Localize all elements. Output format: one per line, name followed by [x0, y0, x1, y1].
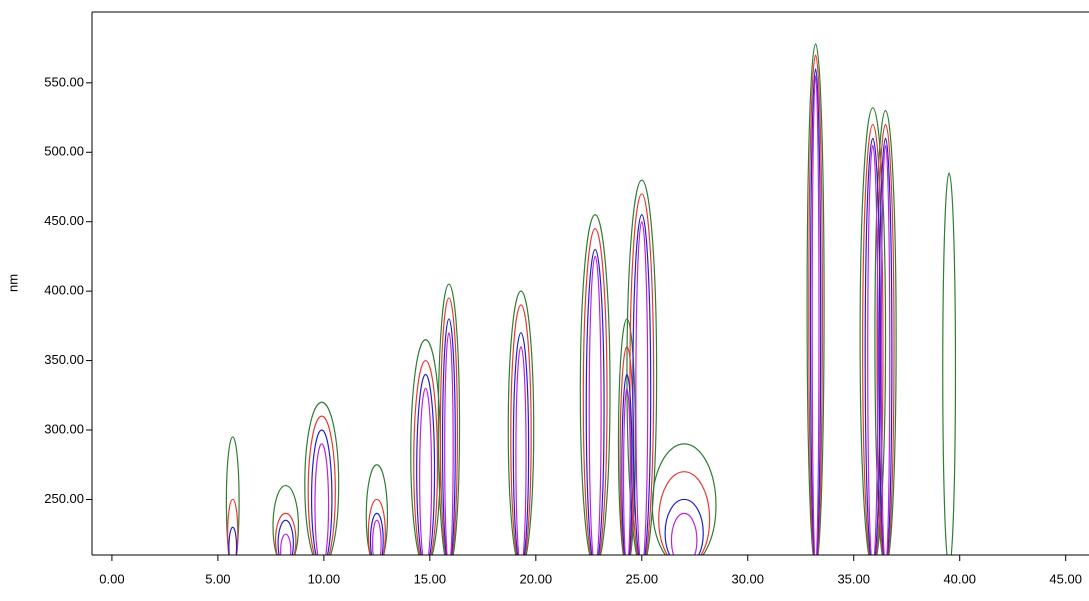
contour-line [880, 144, 891, 555]
contour-line [413, 360, 439, 555]
contour-line [510, 304, 532, 555]
contour-line [670, 512, 698, 555]
contour-line [437, 283, 461, 555]
contour-line [579, 214, 611, 555]
x-tick-label: 30.00 [731, 571, 764, 586]
contour-line [372, 519, 382, 555]
contour-line [651, 443, 717, 555]
y-tick-label: 500.00 [44, 144, 84, 159]
contour-line [304, 401, 340, 555]
contour-line [867, 144, 879, 555]
x-tick-label: 25.00 [626, 571, 659, 586]
contour-line [588, 255, 602, 555]
contour-line [621, 373, 633, 555]
contour-line [416, 373, 436, 555]
contour-line [314, 443, 330, 555]
y-tick-label: 400.00 [44, 283, 84, 298]
contour-line [622, 387, 631, 555]
contour-line [862, 123, 884, 555]
contour-line [878, 137, 893, 555]
contour-line [811, 75, 820, 555]
contour-line [632, 214, 652, 555]
x-tick-label: 20.00 [520, 571, 553, 586]
x-tick-label: 15.00 [414, 571, 447, 586]
x-tick-label: 45.00 [1049, 571, 1082, 586]
contour-line [310, 429, 333, 555]
contour-line [307, 415, 336, 555]
contour-line [809, 68, 822, 555]
contour-line [365, 464, 389, 555]
x-tick-label: 10.00 [308, 571, 341, 586]
contour-line [439, 297, 458, 555]
contour-line [658, 471, 711, 555]
y-tick-label: 350.00 [44, 352, 84, 367]
contour-line [227, 498, 239, 555]
contour-line [410, 339, 442, 555]
contour-line [277, 519, 294, 555]
plot-area [225, 43, 957, 555]
contour-line [585, 248, 605, 555]
x-tick-label: 40.00 [943, 571, 976, 586]
contour-line [806, 43, 825, 555]
contour-line [635, 221, 649, 555]
contour-line [441, 318, 456, 555]
contour-line [507, 290, 535, 555]
contour-line [280, 533, 292, 555]
contour-line [515, 346, 527, 555]
contour-line [582, 228, 608, 555]
contour-line [228, 526, 238, 555]
contour-line [808, 54, 823, 555]
y-tick-label: 550.00 [44, 74, 84, 89]
contour-line [274, 512, 297, 555]
contour-line [272, 484, 300, 555]
y-tick-label: 250.00 [44, 491, 84, 506]
contour-line [367, 498, 386, 555]
contour-line [876, 123, 895, 555]
contour-line [225, 436, 240, 555]
contour-line [874, 110, 897, 555]
contour-line [629, 193, 655, 555]
contour-line [512, 332, 530, 555]
contour-line [664, 498, 704, 555]
y-axis-label: nm [5, 274, 20, 292]
contour-line [859, 107, 887, 555]
contour-line [369, 512, 384, 555]
contour-line [444, 332, 454, 555]
contour-line [626, 179, 658, 555]
contour-line [864, 137, 882, 555]
x-tick-label: 35.00 [837, 571, 870, 586]
x-tick-label: 5.00 [205, 571, 230, 586]
y-tick-label: 450.00 [44, 213, 84, 228]
y-tick-label: 300.00 [44, 421, 84, 436]
contour-line [419, 387, 433, 555]
contour-line [942, 172, 957, 555]
x-tick-label: 0.00 [99, 571, 124, 586]
